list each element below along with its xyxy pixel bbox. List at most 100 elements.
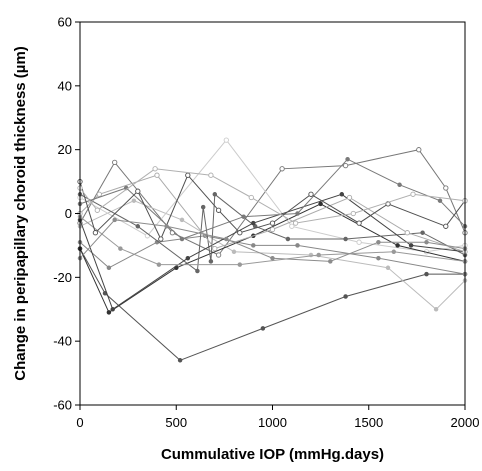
data-point (318, 201, 323, 207)
y-tick-label: 40 (58, 78, 72, 93)
data-point (94, 207, 100, 213)
data-point (96, 191, 102, 197)
series-1 (77, 246, 468, 363)
data-point (251, 220, 256, 226)
data-point (433, 307, 439, 312)
axis-layer: 0 500 1000 1500 2000 60 40 20 0 -20 -40 -60 (53, 15, 479, 431)
data-point (106, 310, 112, 315)
data-point (208, 172, 214, 178)
data-point (443, 185, 449, 191)
data-point (420, 230, 425, 235)
data-point (295, 243, 300, 248)
data-point (316, 252, 321, 258)
data-point (118, 246, 123, 251)
data-point (241, 214, 246, 219)
data-point (397, 182, 402, 188)
data-point (164, 224, 169, 229)
data-point (135, 224, 141, 229)
data-point (223, 137, 229, 143)
data-point (260, 326, 266, 331)
data-point (131, 198, 137, 203)
data-point (269, 220, 276, 226)
y-tick-label: 60 (58, 15, 72, 30)
data-point (308, 191, 314, 197)
data-point (346, 194, 353, 201)
data-point (237, 262, 243, 267)
data-point (177, 358, 183, 363)
data-point (112, 217, 117, 223)
data-point (224, 236, 229, 242)
plot-frame (79, 21, 466, 406)
data-point (92, 230, 99, 236)
y-tick-label: -40 (53, 334, 72, 349)
data-point (395, 243, 400, 248)
data-point (279, 166, 285, 172)
data-point (345, 156, 350, 162)
data-point (154, 172, 160, 178)
data-point (424, 271, 429, 277)
data-point (295, 211, 300, 216)
x-tick-label: 1500 (354, 415, 383, 430)
data-point (179, 236, 185, 242)
data-point (385, 265, 391, 271)
data-point (231, 249, 237, 255)
data-point (343, 236, 348, 242)
y-tick-label: 20 (58, 142, 72, 157)
data-point (215, 252, 222, 258)
series-line (79, 174, 466, 253)
data-point (437, 198, 443, 203)
y-tick-label: 0 (65, 206, 72, 221)
data-point (350, 210, 356, 217)
data-point (339, 192, 345, 197)
data-point (376, 239, 381, 245)
data-point (212, 192, 218, 197)
data-point (158, 236, 164, 242)
x-axis-title: Cummulative IOP (mmHg.days) (161, 446, 384, 463)
data-point (248, 194, 254, 201)
data-point (289, 223, 295, 229)
data-point (391, 249, 397, 255)
data-point (185, 172, 191, 178)
data-point (208, 259, 214, 264)
series-line (79, 200, 466, 310)
data-point (185, 255, 191, 261)
series-2 (77, 147, 468, 258)
data-point (106, 265, 112, 271)
data-point (251, 243, 256, 248)
series-10 (77, 172, 468, 255)
x-tick-label: 0 (76, 415, 83, 430)
data-point (424, 239, 429, 245)
y-tick-label: -20 (53, 270, 72, 285)
data-point (179, 217, 185, 223)
x-tick-label: 500 (165, 415, 187, 430)
data-point (112, 159, 118, 166)
y-tick-label: -60 (53, 398, 72, 413)
data-point (443, 223, 449, 229)
data-point (110, 307, 115, 312)
data-point (270, 255, 275, 261)
data-point (135, 188, 141, 194)
data-point (200, 204, 206, 210)
series-line (79, 235, 466, 275)
data-point (404, 230, 410, 236)
x-tick-label: 2000 (451, 415, 480, 430)
data-point (152, 166, 158, 172)
data-point (356, 220, 362, 226)
data-point (343, 294, 348, 299)
data-point (408, 243, 414, 248)
series-8 (77, 192, 468, 312)
series-7 (77, 192, 468, 274)
data-point (376, 255, 381, 261)
data-point (292, 220, 299, 226)
data-point (356, 239, 362, 245)
series-layer (77, 137, 468, 363)
data-point (215, 207, 222, 213)
data-point (269, 226, 276, 233)
data-point (416, 147, 422, 153)
x-tick-label: 1000 (258, 415, 287, 430)
series-line (79, 248, 465, 361)
data-point (328, 259, 333, 264)
data-point (212, 245, 218, 252)
series-4 (77, 198, 468, 312)
